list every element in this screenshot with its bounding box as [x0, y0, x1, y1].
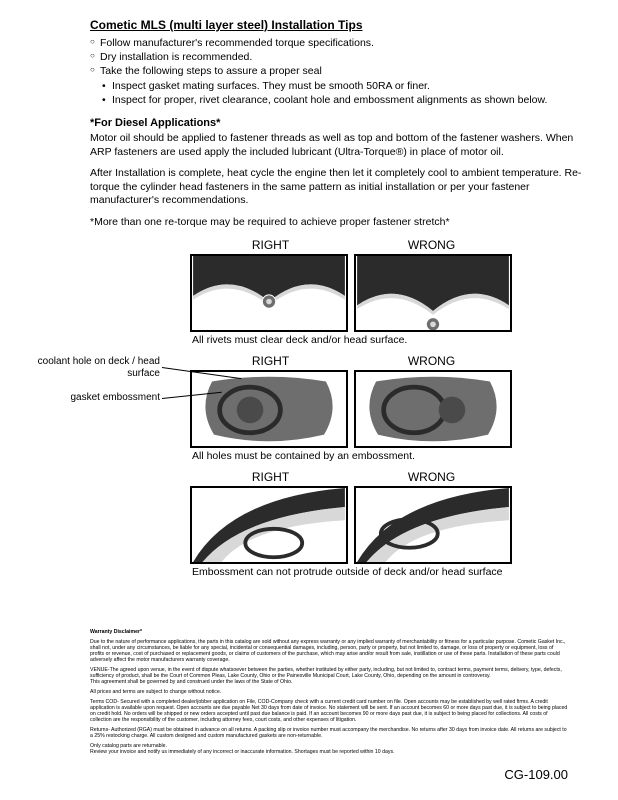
paragraph: After Installation is complete, heat cyc…	[90, 167, 588, 208]
label-wrong: WRONG	[351, 470, 512, 486]
fig-emboss-right	[190, 370, 348, 448]
figures-region: RIGHT WRONG All rivets must clear deck a…	[190, 238, 512, 586]
label-right: RIGHT	[190, 238, 351, 254]
fig-caption: All holes must be contained by an emboss…	[190, 448, 512, 470]
disclaimer-head: Warranty Disclaimer*	[90, 630, 568, 636]
diesel-subhead: *For Diesel Applications*	[90, 117, 588, 129]
warranty-disclaimer: Warranty Disclaimer* Due to the nature o…	[90, 630, 568, 759]
sub-bullet-item: Inspect for proper, rivet clearance, coo…	[90, 93, 588, 107]
fig-emboss-wrong	[354, 370, 512, 448]
disclaimer-para: Returns- Authorized (RGA) must be obtain…	[90, 728, 568, 740]
disclaimer-para: VENUE-The agreed upon venue, in the even…	[90, 668, 568, 686]
fig-protrude-right	[190, 486, 348, 564]
disclaimer-para: Due to the nature of performance applica…	[90, 640, 568, 664]
bullet-item: Dry installation is recommended.	[90, 50, 588, 64]
page-number: CG-109.00	[504, 767, 568, 782]
bullet-item: Follow manufacturer's recommended torque…	[90, 36, 588, 50]
note: *More than one re-torque may be required…	[90, 216, 588, 228]
disclaimer-para: Terms COD- Secured with a completed deal…	[90, 700, 568, 724]
fig-caption: Embossment can not protrude outside of d…	[190, 564, 512, 586]
disclaimer-para: All prices and terms are subject to chan…	[90, 690, 568, 696]
label-wrong: WRONG	[351, 354, 512, 370]
document-title: Cometic MLS (multi layer steel) Installa…	[90, 18, 588, 32]
disclaimer-para: Only catalog parts are returnable.Review…	[90, 744, 568, 756]
sub-bullet-item: Inspect gasket mating surfaces. They mus…	[90, 79, 588, 93]
fig-rivet-wrong	[354, 254, 512, 332]
paragraph: Motor oil should be applied to fastener …	[90, 132, 588, 159]
fig-protrude-wrong	[354, 486, 512, 564]
fig-caption: All rivets must clear deck and/or head s…	[190, 332, 512, 354]
bullet-item: Take the following steps to assure a pro…	[90, 64, 588, 78]
label-right: RIGHT	[190, 470, 351, 486]
label-right: RIGHT	[190, 354, 351, 370]
bullet-list: Follow manufacturer's recommended torque…	[90, 36, 588, 107]
fig-rivet-right	[190, 254, 348, 332]
label-wrong: WRONG	[351, 238, 512, 254]
callout-coolant-hole: coolant hole on deck / head surface	[30, 356, 160, 380]
callout-gasket-embossment: gasket embossment	[30, 392, 160, 404]
